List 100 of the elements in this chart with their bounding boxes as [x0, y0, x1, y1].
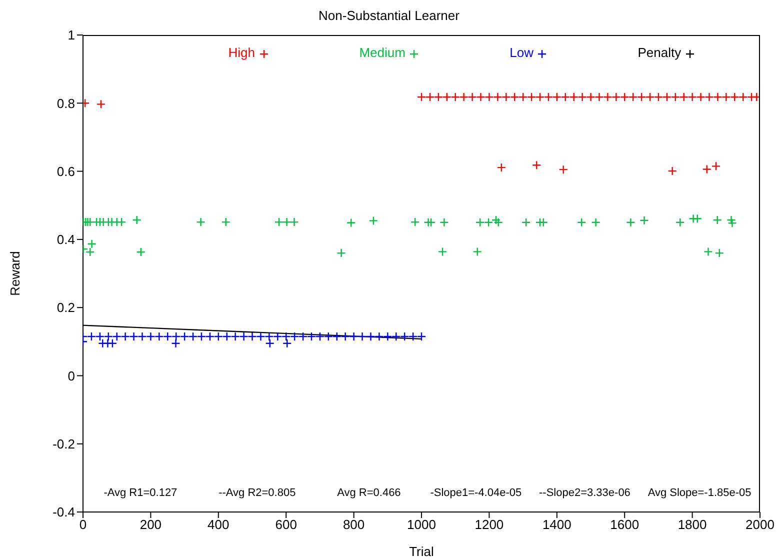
point	[374, 332, 384, 342]
point	[578, 92, 587, 102]
point	[712, 215, 722, 225]
point	[346, 218, 356, 228]
point	[400, 332, 410, 342]
y-tick-label: -0.2	[52, 436, 75, 452]
x-axis-title: Trial	[409, 544, 434, 559]
x-tick-label: 600	[275, 517, 297, 532]
point	[728, 218, 737, 228]
point	[560, 92, 570, 102]
point	[112, 332, 122, 342]
point	[86, 217, 95, 227]
point	[146, 332, 156, 342]
point	[526, 92, 536, 102]
point	[459, 92, 468, 102]
point	[726, 215, 736, 225]
point	[591, 218, 600, 227]
point	[274, 217, 284, 227]
point	[502, 92, 511, 102]
point	[493, 92, 502, 102]
point	[196, 217, 206, 227]
point	[214, 332, 223, 342]
point	[645, 92, 655, 102]
point	[654, 92, 664, 102]
point	[714, 248, 724, 258]
point	[475, 218, 485, 227]
point	[692, 214, 702, 224]
point	[298, 332, 308, 342]
point	[704, 92, 714, 102]
point	[96, 100, 106, 109]
point	[163, 332, 172, 342]
point	[438, 247, 448, 256]
point	[273, 332, 282, 342]
point	[282, 332, 291, 342]
y-tick-label: 0.4	[56, 232, 75, 248]
chart-title: Non-Substantial Learner	[318, 8, 460, 23]
point	[688, 92, 697, 102]
point	[410, 217, 420, 227]
point	[282, 338, 292, 348]
point	[722, 92, 731, 102]
point	[484, 218, 494, 227]
point	[171, 338, 180, 348]
point	[205, 332, 215, 342]
point	[265, 338, 274, 348]
point	[552, 92, 562, 102]
legend-label: High	[228, 45, 256, 60]
point	[544, 92, 554, 102]
point	[383, 332, 392, 342]
point	[154, 332, 164, 342]
point	[230, 332, 240, 342]
y-tick-label: 0.6	[56, 164, 75, 179]
legend-label: Medium	[359, 45, 406, 60]
point	[120, 332, 130, 342]
point	[569, 92, 578, 102]
point	[116, 217, 126, 227]
point	[315, 332, 325, 342]
point	[532, 160, 542, 170]
point	[340, 332, 350, 342]
point	[636, 92, 646, 102]
annotation: Avg R=0.466	[337, 487, 401, 499]
point	[679, 92, 688, 102]
point	[349, 332, 358, 342]
point	[336, 248, 346, 258]
point	[366, 332, 376, 342]
point	[332, 332, 342, 342]
point	[668, 166, 677, 176]
point	[603, 92, 612, 102]
point	[696, 92, 706, 102]
x-tick-label: 200	[140, 517, 162, 532]
point	[628, 92, 638, 102]
point	[440, 218, 449, 227]
point	[425, 92, 435, 102]
point	[290, 217, 299, 227]
point	[491, 215, 501, 225]
point	[626, 218, 636, 227]
point	[434, 92, 444, 102]
y-tick-label: 0.2	[56, 300, 75, 316]
point	[358, 332, 367, 342]
point	[538, 218, 548, 227]
point	[392, 332, 401, 342]
point	[494, 218, 503, 227]
point	[138, 332, 147, 342]
point	[86, 332, 96, 342]
point	[496, 162, 506, 172]
point	[521, 218, 531, 227]
point	[476, 92, 486, 102]
point	[662, 92, 672, 102]
point	[408, 332, 418, 342]
point	[239, 332, 248, 342]
annotation: Avg Slope=-1.85e-05	[648, 487, 752, 499]
point	[620, 92, 630, 102]
point	[510, 92, 520, 102]
point	[221, 217, 230, 227]
annotation: -Avg R1=0.127	[104, 487, 178, 499]
point	[711, 162, 721, 171]
point	[640, 216, 649, 225]
annotation: --Slope2=3.33e-06	[539, 487, 630, 499]
point	[670, 92, 680, 102]
point	[136, 247, 146, 257]
point	[196, 332, 206, 342]
